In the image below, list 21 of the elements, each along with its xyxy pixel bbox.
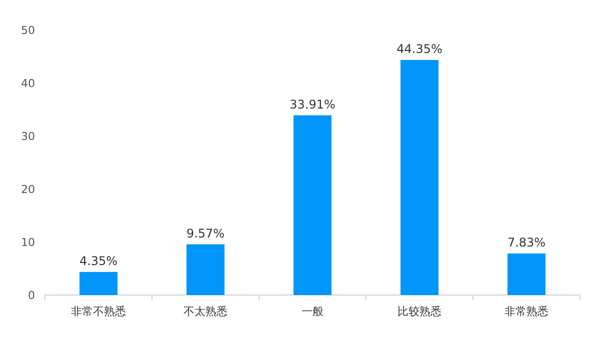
x-tick-label: 一般: [302, 305, 324, 318]
bar: [400, 60, 438, 295]
data-label: 4.35%: [79, 254, 118, 268]
bar: [508, 254, 546, 295]
y-tick-label: 50: [21, 24, 35, 37]
data-label: 33.91%: [290, 97, 336, 112]
bar: [80, 272, 118, 295]
y-tick-label: 30: [21, 130, 35, 143]
data-label: 7.83%: [507, 236, 546, 250]
x-tick-label: 非常不熟悉: [71, 305, 126, 318]
data-label: 9.57%: [186, 226, 225, 240]
bar: [186, 244, 224, 295]
y-tick-label: 0: [28, 289, 35, 302]
y-tick-label: 20: [21, 183, 35, 196]
x-tick-label: 非常熟悉: [504, 305, 548, 318]
data-label: 44.35%: [396, 42, 442, 56]
y-tick-label: 10: [21, 236, 35, 249]
bar: [294, 115, 332, 295]
x-tick-label: 不太熟悉: [184, 305, 228, 318]
x-tick-label: 比较熟悉: [398, 305, 442, 318]
y-tick-label: 40: [21, 77, 35, 90]
